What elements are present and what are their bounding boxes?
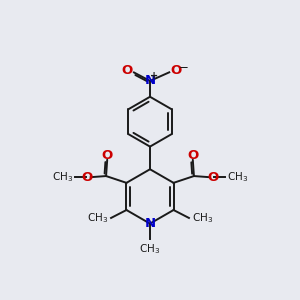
Text: O: O bbox=[102, 149, 113, 162]
Text: CH$_3$: CH$_3$ bbox=[192, 211, 213, 225]
Text: O: O bbox=[187, 149, 198, 162]
Text: O: O bbox=[122, 64, 133, 77]
Text: N: N bbox=[144, 74, 156, 87]
Text: O: O bbox=[82, 171, 93, 184]
Text: O: O bbox=[170, 64, 181, 77]
Text: N: N bbox=[144, 217, 156, 230]
Text: +: + bbox=[150, 71, 158, 81]
Text: CH$_3$: CH$_3$ bbox=[227, 170, 248, 184]
Text: CH$_3$: CH$_3$ bbox=[52, 170, 73, 184]
Text: CH$_3$: CH$_3$ bbox=[87, 211, 108, 225]
Text: O: O bbox=[207, 171, 218, 184]
Text: −: − bbox=[178, 61, 188, 74]
Text: CH$_3$: CH$_3$ bbox=[140, 242, 160, 256]
